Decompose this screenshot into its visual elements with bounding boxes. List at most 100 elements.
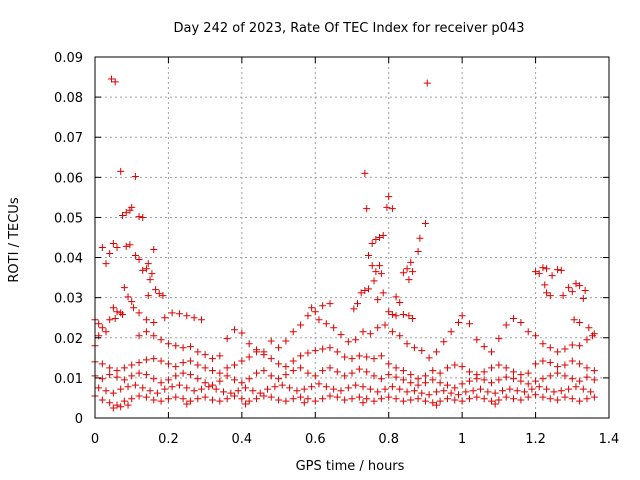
data-point <box>164 376 172 384</box>
data-point <box>231 392 239 400</box>
data-point <box>405 312 413 320</box>
data-point <box>370 397 378 405</box>
x-tick-label: 0.4 <box>232 432 253 447</box>
data-point <box>135 359 143 367</box>
data-point <box>414 381 422 389</box>
data-point <box>208 396 216 404</box>
data-point <box>403 340 411 348</box>
data-point <box>465 320 473 328</box>
data-point <box>98 324 106 332</box>
data-point <box>117 167 125 175</box>
data-point <box>319 345 327 353</box>
data-point <box>223 395 231 403</box>
data-point <box>579 294 587 302</box>
data-point <box>275 375 283 383</box>
data-point <box>557 266 565 274</box>
data-point <box>561 393 569 401</box>
data-point <box>267 355 275 363</box>
data-point <box>108 75 116 83</box>
data-point <box>458 363 466 371</box>
data-point <box>128 372 136 380</box>
data-point <box>267 372 275 380</box>
data-point <box>432 348 440 356</box>
data-point <box>554 266 562 274</box>
data-point <box>150 375 158 383</box>
data-point <box>506 385 514 393</box>
data-point <box>333 393 341 401</box>
data-point <box>440 387 448 395</box>
data-point <box>528 385 536 393</box>
data-point <box>175 381 183 389</box>
y-tick-label: 0.08 <box>54 91 83 106</box>
data-point <box>495 376 503 384</box>
data-point <box>465 377 473 385</box>
data-point <box>344 384 352 392</box>
data-point <box>473 393 481 401</box>
data-point <box>352 336 360 344</box>
data-point <box>124 383 132 391</box>
data-point <box>583 395 591 403</box>
data-point <box>253 369 261 377</box>
data-point <box>311 347 319 355</box>
data-point <box>414 248 422 256</box>
data-point <box>278 381 286 389</box>
data-point <box>245 375 253 383</box>
data-point <box>539 393 547 401</box>
data-point <box>304 369 312 377</box>
data-point <box>150 355 158 363</box>
data-point <box>443 381 451 389</box>
data-point <box>407 371 415 379</box>
data-point <box>539 357 547 365</box>
data-point <box>396 298 404 306</box>
data-point <box>326 300 334 308</box>
data-point <box>201 379 209 387</box>
data-point <box>443 395 451 403</box>
data-point <box>190 314 198 322</box>
data-point <box>354 300 362 308</box>
data-point <box>201 364 209 372</box>
data-point <box>113 367 121 375</box>
data-point <box>260 351 268 359</box>
x-axis-label: GPS time / hours <box>296 459 405 474</box>
data-point <box>172 342 180 350</box>
data-point <box>109 404 117 412</box>
data-point <box>377 395 385 403</box>
data-point <box>159 292 167 300</box>
data-point <box>451 361 459 369</box>
data-point <box>392 395 400 403</box>
data-point <box>372 268 380 276</box>
data-point <box>355 365 363 373</box>
data-point <box>186 397 194 405</box>
data-point <box>111 78 119 86</box>
data-point <box>238 379 246 387</box>
data-point <box>139 213 147 221</box>
data-point <box>363 205 371 213</box>
data-point <box>208 381 216 389</box>
data-point <box>322 383 330 391</box>
data-point <box>253 348 261 356</box>
data-point <box>142 371 150 379</box>
data-point <box>524 380 532 388</box>
data-point <box>201 351 209 359</box>
data-point <box>289 328 297 336</box>
data-point <box>142 393 150 401</box>
data-point <box>135 256 143 264</box>
data-point <box>98 396 106 404</box>
y-tick-label: 0.07 <box>54 131 83 146</box>
data-point <box>120 284 128 292</box>
data-point <box>128 203 136 211</box>
data-point <box>572 383 580 391</box>
data-point <box>330 385 338 393</box>
y-tick-label: 0.05 <box>54 211 83 226</box>
data-point <box>275 344 283 352</box>
data-point <box>205 383 213 391</box>
data-point <box>407 379 415 387</box>
data-point <box>344 338 352 346</box>
data-point <box>350 305 358 313</box>
data-point <box>337 387 345 395</box>
y-tick-label: 0.06 <box>54 171 83 186</box>
data-point <box>405 276 413 284</box>
data-point <box>576 360 584 368</box>
data-point <box>409 268 417 276</box>
data-point <box>300 385 308 393</box>
